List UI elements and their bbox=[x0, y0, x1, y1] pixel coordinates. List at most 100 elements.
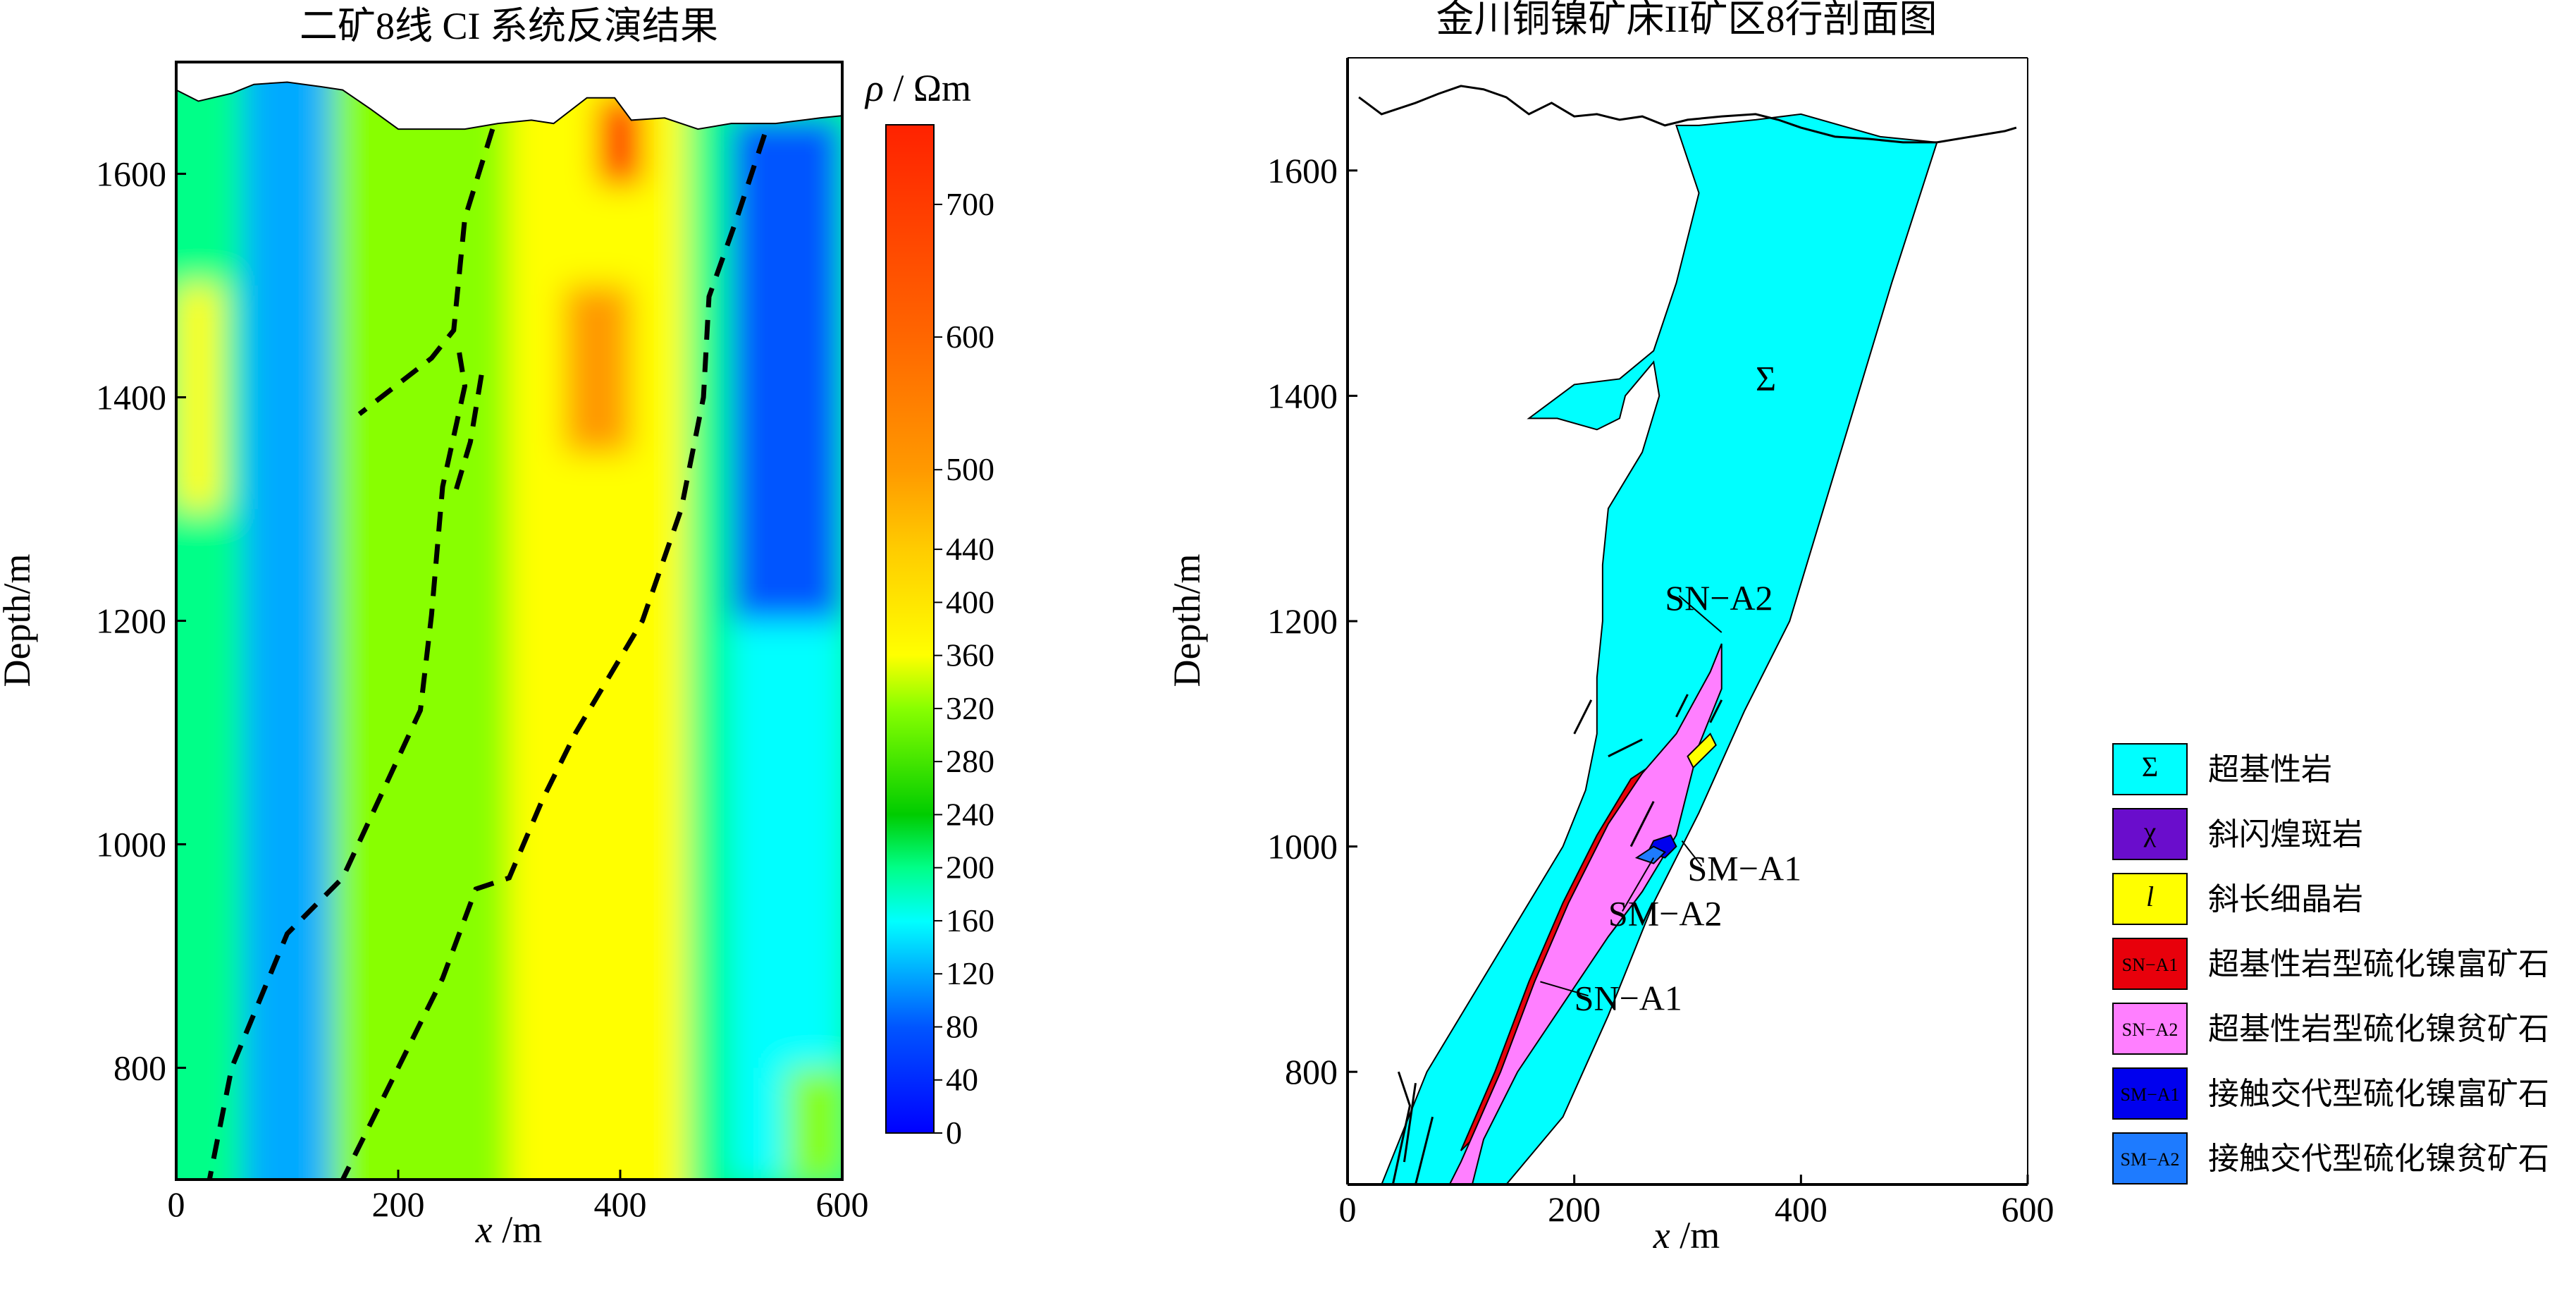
x-tick-label: 400 bbox=[1775, 1189, 1828, 1229]
boundary-line-1 bbox=[207, 352, 468, 1180]
y-tick-label: 800 bbox=[1285, 1052, 1338, 1091]
legend-symbol: l bbox=[2146, 881, 2154, 912]
legend-item: SN−A1 超基性岩型硫化镍富矿石 bbox=[2112, 938, 2549, 990]
ore-body-sn-a2 bbox=[1448, 643, 1723, 1185]
legend-label: 接触交代型硫化镍贫矿石 bbox=[2208, 1141, 2549, 1176]
left-y-axis-label: Depth/m bbox=[0, 554, 38, 687]
legend-item: SM−A2 接触交代型硫化镍贫矿石 bbox=[2112, 1132, 2549, 1184]
colorbar-tick-label: 160 bbox=[946, 902, 994, 938]
legend-swatch bbox=[2112, 808, 2188, 860]
y-tick-label: 1600 bbox=[96, 154, 166, 194]
annotation-2: SM−A2 bbox=[1608, 893, 1723, 933]
surface-topography-line bbox=[1358, 85, 2017, 144]
legend-swatch bbox=[2112, 1132, 2188, 1184]
x-tick-label: 0 bbox=[1339, 1189, 1357, 1229]
colorbar: ρ / Ωm 0 40 80 120 160 200 240 280 320 360 400 440 5… bbox=[864, 67, 994, 1151]
annotation-1: SM−A1 bbox=[1688, 849, 1802, 888]
colorbar-label: ρ / Ωm bbox=[864, 67, 971, 109]
resistivity-zone-10 bbox=[787, 1067, 842, 1180]
legend-swatch bbox=[2112, 938, 2188, 990]
resistivity-zone-5 bbox=[565, 286, 631, 453]
y-tick-label: 1600 bbox=[1267, 151, 1338, 190]
annotation-leader-2 bbox=[1622, 857, 1655, 912]
dike-swarm bbox=[1391, 694, 1723, 1185]
colorbar-tick-label: 280 bbox=[946, 743, 994, 779]
legend-item: SN−A2 超基性岩型硫化镍贫矿石 bbox=[2112, 1003, 2549, 1055]
annotation-leader-1 bbox=[1681, 840, 1703, 867]
legend-label: 超基性岩型硫化镍富矿石 bbox=[2208, 947, 2549, 981]
legend-item: χ 斜闪煌斑岩 bbox=[2112, 808, 2363, 860]
colorbar-tick-label: 120 bbox=[946, 955, 994, 991]
left-chart-title: 二矿8线 CI 系统反演结果 bbox=[300, 5, 718, 47]
x-tick-label: 200 bbox=[372, 1184, 425, 1224]
right-x-axis-label: x /m bbox=[1653, 1214, 1720, 1256]
legend-item: l 斜长细晶岩 bbox=[2112, 873, 2363, 925]
annotation-leader-3 bbox=[1540, 981, 1589, 997]
right-chart-title: 金川铜镍矿床II矿区8行剖面图 bbox=[1436, 0, 1937, 40]
annotation-3: SN−A1 bbox=[1574, 978, 1682, 1017]
ultramafic-body bbox=[1380, 113, 1938, 1185]
colorbar-tick-label: 240 bbox=[946, 796, 994, 832]
annotation-leader-0 bbox=[1678, 595, 1723, 633]
above-surface-mask bbox=[176, 62, 842, 130]
legend-label: 超基性岩 bbox=[2208, 752, 2332, 787]
colorbar-tick-label: 0 bbox=[946, 1115, 962, 1151]
resistivity-zone-3 bbox=[331, 62, 510, 1180]
x-tick-label: 600 bbox=[816, 1184, 869, 1224]
y-tick-label: 800 bbox=[113, 1048, 166, 1088]
colorbar-tick-label: 320 bbox=[946, 690, 994, 726]
colorbar-tick-label: 500 bbox=[946, 451, 994, 487]
colorbar-gradient bbox=[885, 124, 935, 1134]
colorbar-tick-label: 200 bbox=[946, 850, 994, 886]
right-y-axis-label: Depth/m bbox=[1166, 554, 1208, 687]
y-tick-label: 1200 bbox=[96, 601, 166, 641]
dike-0 bbox=[1391, 1071, 1412, 1185]
right-x-axis: 0 200 400 600 bbox=[1339, 1175, 2054, 1229]
legend-symbol: SM−A1 bbox=[2120, 1084, 2179, 1105]
boundary-line-2 bbox=[451, 374, 484, 499]
y-tick-label: 1000 bbox=[1267, 827, 1338, 867]
colorbar-tick-label: 80 bbox=[946, 1008, 978, 1044]
legend-label: 超基性岩型硫化镍贫矿石 bbox=[2208, 1012, 2549, 1046]
legend-swatch bbox=[2112, 873, 2188, 925]
legend-symbol: χ bbox=[2143, 816, 2157, 847]
resistivity-zone-2 bbox=[242, 62, 332, 1180]
resistivity-zone-8 bbox=[731, 118, 842, 621]
legend-swatch bbox=[2112, 743, 2188, 795]
resistivity-zone-7 bbox=[686, 62, 732, 1180]
resistivity-zone-4 bbox=[509, 62, 687, 1180]
dike-2 bbox=[1415, 1116, 1434, 1185]
lithology-legend: Σ 超基性岩 χ 斜闪煌斑岩 l 斜长细晶岩 SN−A1 超基性岩型硫化镍富矿石 SN−A2 超基… bbox=[2112, 743, 2549, 1184]
legend-label: 斜长细晶岩 bbox=[2208, 882, 2363, 917]
dike-1 bbox=[1403, 1082, 1417, 1163]
geologic-section bbox=[1380, 113, 1938, 1185]
legend-swatch bbox=[2112, 1067, 2188, 1120]
colorbar-tick-label: 360 bbox=[946, 637, 994, 673]
legend-swatch bbox=[2112, 1003, 2188, 1055]
left-x-axis-label: x /m bbox=[475, 1208, 542, 1251]
legend-symbol: Σ bbox=[2142, 751, 2158, 783]
legend-item: SM−A1 接触交代型硫化镍富矿石 bbox=[2112, 1067, 2549, 1120]
resistivity-zone-0 bbox=[176, 62, 243, 1180]
dike-4 bbox=[1608, 738, 1643, 758]
x-tick-label: 400 bbox=[594, 1184, 647, 1224]
boundary-line-0 bbox=[357, 128, 495, 417]
dike-5 bbox=[1675, 694, 1689, 718]
dike-3 bbox=[1573, 699, 1593, 735]
legend-symbol: SN−A1 bbox=[2122, 955, 2178, 975]
colorbar-tick-label: 400 bbox=[946, 584, 994, 620]
left-x-axis: 0 200 400 600 bbox=[168, 1170, 869, 1224]
colorbar-tick-label: 440 bbox=[946, 531, 994, 567]
legend-label: 斜闪煌斑岩 bbox=[2208, 817, 2363, 852]
colorbar-tick-label: 600 bbox=[946, 319, 994, 355]
right-y-axis: 800 1000 1200 1400 1600 bbox=[1267, 151, 1357, 1091]
legend-symbol: SN−A2 bbox=[2122, 1020, 2178, 1040]
boundary-line-3 bbox=[340, 133, 768, 1181]
y-tick-label: 1400 bbox=[1267, 376, 1338, 415]
y-tick-label: 1200 bbox=[1267, 601, 1338, 641]
legend-symbol: SM−A2 bbox=[2120, 1149, 2179, 1170]
inferred-boundaries bbox=[207, 128, 768, 1181]
legend-label: 接触交代型硫化镍富矿石 bbox=[2208, 1077, 2549, 1111]
legend-item: Σ 超基性岩 bbox=[2112, 743, 2332, 795]
